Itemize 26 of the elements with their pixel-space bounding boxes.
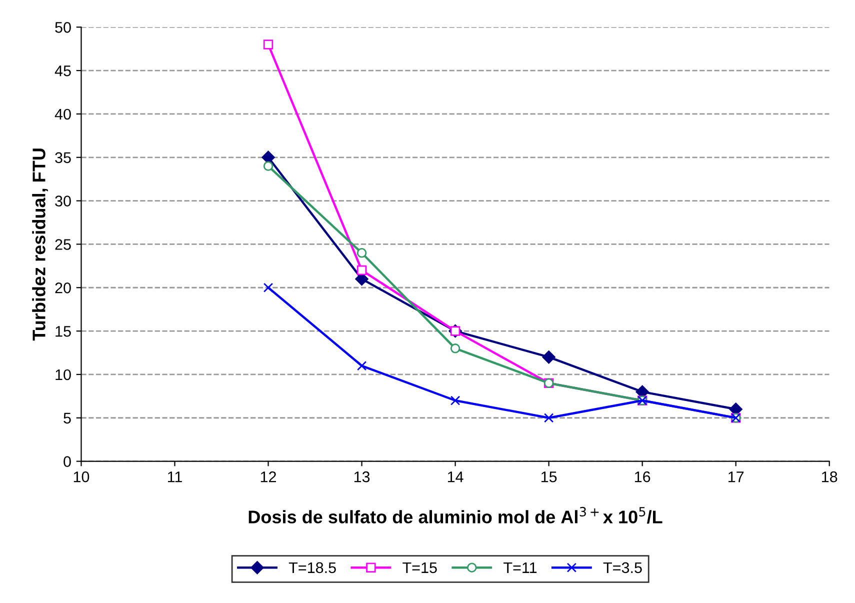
x-axis-title: Dosis de sulfato de aluminio mol de Al$^{3+}$x 10$^{5}$/L — [248, 506, 662, 524]
y-tick-label: 20 — [55, 282, 71, 294]
y-tick-label: 45 — [54, 66, 71, 76]
x-tick-label: 16 — [634, 471, 650, 482]
y-tick-label: 35 — [55, 152, 71, 164]
y-tick-label: 5 — [64, 412, 71, 424]
y-tick-label: 40 — [54, 108, 71, 120]
x-tick-label: 18 — [822, 471, 838, 482]
y-tick-label: 15 — [56, 326, 71, 337]
x-tick-label: 10 — [74, 471, 90, 482]
y-tick-label: 25 — [55, 239, 71, 250]
legend-label: T=11 — [504, 562, 537, 573]
y-tick-label: 0 — [64, 456, 71, 467]
y-tick-label: 10 — [56, 369, 71, 380]
y-tick-label: 30 — [55, 196, 71, 206]
x-tick-label: 15 — [541, 472, 557, 482]
x-tick-label: 11 — [168, 472, 182, 482]
x-tick-label: 17 — [728, 472, 744, 482]
x-tick-label: 12 — [260, 471, 276, 482]
x-tick-label: 13 — [354, 471, 370, 482]
legend-label: T=3.5 — [603, 562, 642, 574]
x-tick-label: 14 — [448, 472, 464, 482]
legend-label: T=15 — [402, 562, 437, 574]
y-tick-label: 50 — [55, 22, 71, 33]
legend-label: T=18.5 — [288, 562, 336, 574]
y-axis-title: Turbidez residual, FTU — [32, 148, 48, 341]
